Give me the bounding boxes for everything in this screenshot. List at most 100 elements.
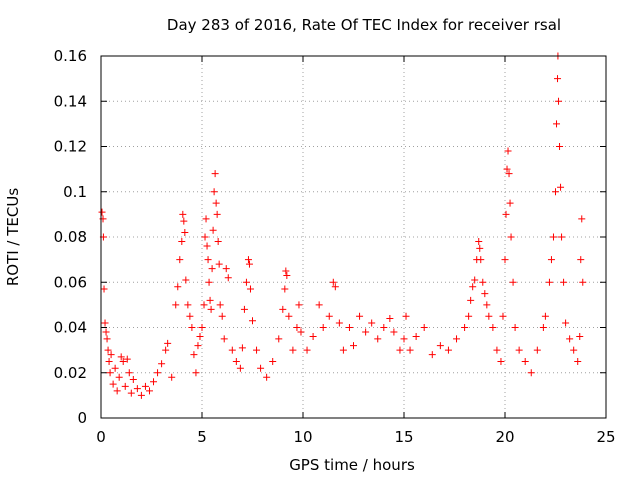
data-point: [557, 183, 565, 191]
data-point: [560, 278, 568, 286]
data-point: [539, 324, 547, 331]
data-points: [98, 52, 587, 399]
data-point: [244, 256, 252, 264]
data-point: [190, 351, 198, 359]
data-point: [123, 355, 131, 363]
data-point: [553, 120, 561, 128]
data-point: [275, 335, 283, 343]
data-point: [579, 278, 587, 286]
data-point: [178, 238, 186, 246]
data-point: [180, 217, 188, 225]
data-point: [218, 312, 226, 320]
y-tick-label: 0.06: [54, 273, 87, 291]
data-point: [504, 147, 512, 155]
x-tick-label: 5: [197, 428, 207, 446]
data-point: [402, 312, 410, 320]
data-point: [505, 170, 513, 178]
data-point: [331, 283, 339, 291]
data-point: [556, 143, 564, 150]
data-point: [129, 376, 137, 384]
data-point: [279, 305, 287, 313]
data-point: [154, 369, 162, 377]
data-point: [570, 346, 578, 354]
data-point: [493, 346, 501, 354]
data-point: [117, 353, 125, 361]
data-point: [577, 256, 585, 264]
y-tick-label: 0.1: [63, 183, 87, 201]
data-point: [210, 188, 218, 196]
x-axis-label: GPS time / hours: [289, 456, 415, 474]
data-point: [137, 391, 145, 399]
x-tick-label: 25: [596, 428, 615, 446]
data-point: [162, 346, 170, 354]
data-point: [356, 312, 364, 320]
data-point: [172, 301, 180, 309]
data-point: [350, 342, 357, 350]
data-point: [412, 333, 420, 341]
data-point: [238, 344, 246, 352]
data-point: [125, 369, 133, 377]
data-point: [115, 373, 123, 381]
data-point: [476, 244, 484, 252]
data-point: [380, 324, 388, 331]
plot-frame: [100, 55, 607, 419]
data-point: [214, 238, 222, 246]
data-point: [374, 335, 382, 343]
data-point: [186, 312, 194, 320]
data-point: [206, 296, 214, 304]
y-tick-label: 0.08: [54, 228, 87, 246]
data-point: [503, 165, 511, 173]
data-point: [104, 346, 112, 354]
data-point: [282, 267, 290, 275]
data-point: [232, 357, 240, 365]
x-tick-label: 0: [96, 428, 106, 446]
data-point: [315, 301, 323, 309]
data-point: [481, 290, 489, 298]
data-point: [141, 382, 149, 390]
y-tick-label: 0.04: [54, 319, 87, 337]
data-point: [552, 188, 559, 196]
data-point: [240, 305, 248, 313]
data-point: [533, 346, 541, 354]
data-point: [329, 278, 337, 286]
data-point: [105, 357, 113, 365]
data-point: [574, 357, 582, 365]
data-point: [242, 278, 250, 286]
data-point: [263, 373, 271, 381]
data-point: [499, 312, 507, 320]
data-point: [176, 256, 184, 264]
data-point: [179, 210, 187, 218]
data-point: [196, 333, 204, 341]
data-point: [200, 301, 208, 309]
data-point: [489, 324, 497, 331]
data-point: [541, 312, 549, 320]
data-point: [245, 260, 253, 268]
data-point: [293, 324, 301, 331]
data-point: [527, 369, 535, 377]
data-point: [198, 324, 206, 331]
data-point: [521, 357, 529, 365]
data-point: [257, 364, 265, 372]
data-point: [182, 276, 190, 284]
data-point: [319, 324, 327, 331]
data-point: [549, 233, 557, 241]
data-point: [297, 328, 305, 336]
data-point: [566, 335, 574, 343]
data-point: [461, 324, 469, 331]
data-point: [444, 346, 452, 354]
data-point: [576, 333, 584, 341]
data-point: [289, 346, 297, 354]
data-point: [467, 296, 475, 304]
chart-title: Day 283 of 2016, Rate Of TEC Index for r…: [167, 16, 561, 34]
data-point: [192, 369, 200, 377]
data-point: [362, 328, 370, 336]
data-point: [497, 357, 505, 365]
data-point: [554, 75, 562, 83]
data-point: [102, 328, 110, 336]
x-tick-label: 20: [495, 428, 514, 446]
data-point: [578, 215, 586, 223]
data-point: [224, 274, 232, 282]
data-point: [201, 233, 209, 241]
data-point: [100, 285, 108, 293]
